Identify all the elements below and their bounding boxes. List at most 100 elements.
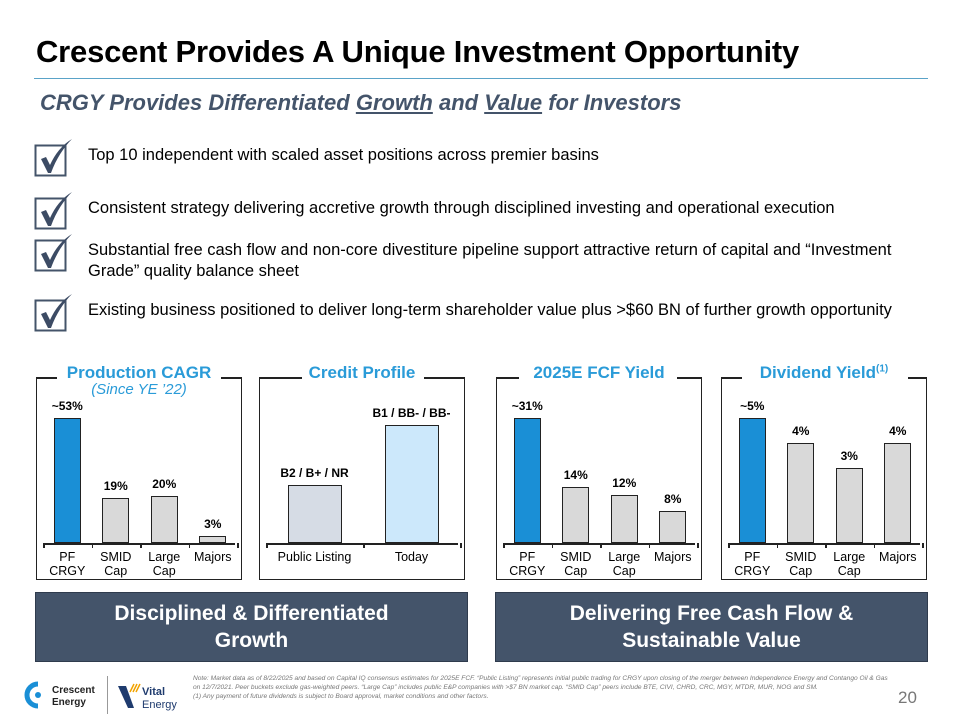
chart-title: Production CAGR [37, 363, 241, 383]
chart-subtitle: (Since YE ’22) [91, 381, 187, 398]
subtitle-text: for Investors [542, 90, 682, 115]
chart-title-text: Dividend Yield [759, 363, 876, 382]
page-title: Crescent Provides A Unique Investment Op… [36, 34, 800, 69]
panel-credit-profile: Credit Profile B2 / B+ / NR Public Listing… [259, 363, 465, 580]
page-number: 20 [898, 688, 917, 707]
checkbox-checked-icon [34, 139, 72, 177]
chart-title-footnote: (1) [875, 363, 889, 375]
category-label: Large Cap [148, 550, 181, 578]
category-label: SMID Cap [785, 550, 817, 578]
axis-tick [363, 543, 365, 548]
checkbox-checked-icon [34, 192, 72, 230]
title-divider [34, 78, 928, 79]
chart-axis [728, 543, 920, 545]
bar-label: 19% [103, 479, 128, 494]
axis-tick [825, 543, 827, 548]
banner-growth-text: Disciplined & Differentiated Growth [114, 602, 389, 652]
bar-label: ~5% [740, 399, 765, 413]
category-label: SMID Cap [560, 550, 592, 578]
footnote-note: Note: Market data as of 8/22/2025 and ba… [193, 675, 888, 691]
footnote-dividends: (1) Any payment of future dividends is s… [193, 693, 489, 700]
category-label: Majors [878, 550, 917, 564]
subtitle-text: and [432, 90, 485, 115]
bar-label: 14% [563, 467, 588, 482]
panel-border [908, 377, 926, 379]
banner-growth: Disciplined & Differentiated Growth [35, 592, 468, 662]
category-label: Public Listing [277, 550, 352, 564]
bar-label: 3% [204, 516, 222, 531]
bar-dividend-yield-0 [738, 418, 766, 543]
subtitle-value: Value [484, 90, 543, 115]
bar-label: 4% [889, 424, 907, 438]
axis-tick [503, 543, 505, 548]
axis-tick [460, 543, 462, 548]
bar-label: 4% [792, 424, 810, 438]
bullet-text: Top 10 independent with scaled asset pos… [88, 146, 599, 164]
bar-credit-profile-0 [287, 485, 342, 543]
bar-production-cagr-2 [150, 495, 178, 543]
bar-label: 3% [840, 449, 858, 463]
bar-fcf-yield-0 [513, 418, 541, 543]
panel-border [497, 377, 519, 379]
chart-title-text: Production CAGR [66, 363, 212, 382]
panel-fcf-yield: 2025E FCF Yield ~31% PF CRGY 14% SMID Cap 12%… [496, 363, 702, 580]
axis-tick [91, 543, 93, 548]
axis-tick [922, 543, 924, 548]
axis-tick [600, 543, 602, 548]
chart-axis [503, 543, 695, 545]
axis-tick [648, 543, 650, 548]
axis-tick [776, 543, 778, 548]
subtitle-growth: Growth [355, 90, 433, 115]
bar-production-cagr-3 [199, 535, 227, 543]
vital-energy-logo: Vital Energy [116, 682, 191, 717]
bullet-text: Substantial free cash flow and non-core … [88, 241, 892, 280]
bar-label: B2 / B+ / NR [280, 466, 349, 480]
bar-fcf-yield-1 [562, 486, 590, 543]
chart-title: Credit Profile [260, 363, 464, 383]
axis-tick [697, 543, 699, 548]
category-label: PF CRGY [734, 550, 771, 578]
axis-tick [188, 543, 190, 548]
bar-dividend-yield-1 [787, 443, 815, 543]
bar-production-cagr-0 [53, 418, 81, 543]
panel-border [221, 377, 241, 379]
bar-label: B1 / BB- / BB- [372, 406, 451, 420]
chart-title: 2025E FCF Yield [497, 363, 701, 383]
axis-tick [873, 543, 875, 548]
bar-fcf-yield-3 [659, 510, 687, 543]
banner-value: Delivering Free Cash Flow & Sustainable … [495, 592, 928, 662]
svg-text:Vital: Vital [142, 686, 165, 698]
bar-label: 20% [152, 476, 177, 491]
category-label: PF CRGY [49, 550, 86, 578]
bar-label: 12% [612, 475, 637, 490]
logo-divider [107, 676, 108, 714]
panel-border [260, 377, 302, 379]
axis-tick [728, 543, 730, 548]
svg-text:Crescent: Crescent [52, 685, 95, 696]
category-label: SMID Cap [100, 550, 132, 578]
panel-border [677, 377, 701, 379]
category-label: Large Cap [608, 550, 641, 578]
category-label: PF CRGY [509, 550, 546, 578]
footnote: Note: Market data as of 8/22/2025 and ba… [193, 674, 893, 701]
bar-fcf-yield-2 [610, 494, 638, 543]
axis-tick [266, 543, 268, 548]
bullet-text: Existing business positioned to deliver … [88, 301, 892, 319]
chart-axis [266, 543, 458, 545]
checkbox-checked-icon [34, 234, 72, 272]
axis-tick [237, 543, 239, 548]
panel-border [37, 377, 57, 379]
bar-label: ~53% [51, 399, 83, 413]
bar-label: 8% [664, 491, 682, 506]
bar-dividend-yield-3 [884, 443, 912, 543]
chart-axis [43, 543, 235, 545]
panel-dividend-yield: Dividend Yield(1) ~5% PF CRGY 4% SMID Cap 3% L… [721, 363, 927, 580]
panel-production-cagr: Production CAGR (Since YE ’22) ~53% PF CRGY… [36, 363, 242, 580]
panel-border [424, 377, 464, 379]
category-label: Majors [653, 550, 692, 564]
bar-production-cagr-1 [102, 498, 130, 543]
banner-value-text: Delivering Free Cash Flow & Sustainable … [569, 602, 854, 652]
category-label: Majors [193, 550, 232, 564]
